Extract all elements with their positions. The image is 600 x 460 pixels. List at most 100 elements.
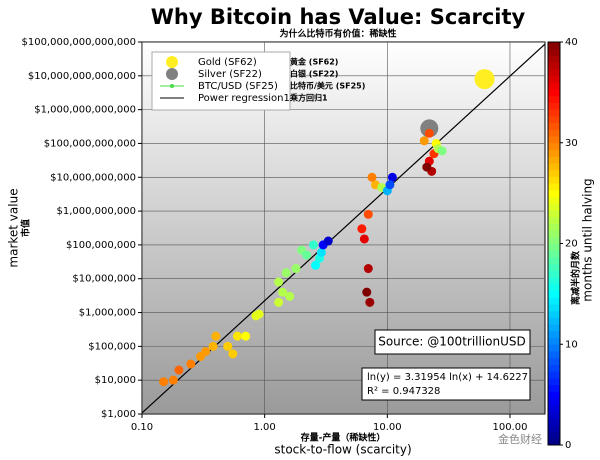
colorbar-segment [548,330,560,339]
legend-marker [170,84,174,88]
colorbar-segment [548,89,560,97]
colorbar-segment [548,82,560,90]
colorbar-segment [548,324,560,332]
colorbar-segment [548,344,560,352]
colorbar-segment [548,384,560,392]
y-axis-label-cn: 市值 [20,219,32,237]
colorbar-segment [548,196,560,204]
colorbar-segment [548,424,560,433]
colorbar-segment [548,162,560,171]
y-tick-label: $1,000 [101,409,136,420]
data-point [359,234,369,244]
legend-label-cn: 乘方回归1 [289,93,328,103]
equation-text: ln(y) = 3.31954 ln(x) + 14.6227 [367,372,528,383]
data-point [363,209,373,219]
y-tick-label: $100,000,000 [66,240,136,251]
data-point [254,309,264,319]
y-tick-label: $100,000 [88,341,136,352]
colorbar-segment [548,68,560,77]
colorbar-segment [548,404,560,412]
colorbar-segment [548,216,560,224]
colorbar-segment [548,297,560,305]
y-tick-label: $1,000,000 [79,308,136,319]
watermark: 金色财经 [498,432,542,446]
colorbar-segment [548,122,560,130]
colorbar-segment [548,142,560,150]
colorbar-tick-label: 20 [565,239,578,250]
colorbar-segment [548,290,560,298]
data-point [323,236,333,246]
data-point [367,172,377,182]
colorbar-label: months until halving [581,178,595,301]
data-point [363,264,373,274]
colorbar-segment [548,418,560,426]
data-point [201,347,211,357]
data-point [186,359,196,369]
data-point [357,224,367,234]
data-point [311,260,321,270]
y-tick-label: $1,000,000,000,000 [34,105,136,116]
colorbar-segment [548,176,560,184]
x-tick-label: 10.00 [373,422,402,433]
data-point [274,277,284,287]
colorbar-segment [548,156,560,164]
colorbar-segment [548,203,560,211]
colorbar-segment [548,75,560,83]
colorbar-segment [548,95,560,103]
data-point [474,69,495,90]
colorbar-segment [548,438,560,446]
data-point [365,297,375,307]
data-point [281,268,291,278]
colorbar-tick-label: 10 [565,339,578,350]
y-tick-label: $100,000,000,000 [44,138,136,149]
colorbar-segment [548,263,560,271]
y-tick-label: $10,000,000,000,000 [28,71,136,82]
colorbar-segment [548,169,560,177]
colorbar-segment [548,243,560,251]
data-point [422,162,432,172]
legend-label: BTC/USD (SF25) [198,81,278,92]
data-point [302,250,312,260]
x-tick-label: 1.00 [254,422,276,433]
colorbar-segment [548,277,560,285]
data-point [174,365,184,375]
colorbar-segment [548,48,560,56]
colorbar-segment [548,129,560,137]
source-text: Source: @100trillionUSD [378,335,526,349]
equation-box [361,367,531,401]
data-point [362,287,372,297]
data-point [159,377,169,387]
colorbar-tick-label: 0 [565,440,571,451]
colorbar-segment [548,303,560,312]
legend-label-cn: 白银 (SF22) [290,69,338,79]
x-tick-label: 100.00 [492,422,527,433]
colorbar-segment [548,364,560,372]
data-point [274,297,284,307]
colorbar-segment [548,411,560,419]
colorbar-segment [548,230,560,238]
legend-label: Gold (SF62) [198,57,257,68]
legend-marker [166,68,178,80]
colorbar-segment [548,236,560,244]
colorbar-segment [548,223,560,231]
chart-title: Why Bitcoin has Value: Scarcity [151,5,526,29]
colorbar-segment [548,250,560,258]
x-axis-label-cn: 存量-产量（稀缺性） [301,432,386,444]
data-point [424,128,434,138]
colorbar-segment [548,317,560,325]
data-point [308,240,318,250]
data-point [232,331,242,341]
colorbar-segment [548,115,560,124]
colorbar-tick-label: 30 [565,138,578,149]
colorbar-segment [548,42,560,50]
colorbar-segment [548,431,560,439]
colorbar-segment [548,149,560,157]
colorbar-tick-label: 40 [565,37,578,48]
y-tick-label: $1,000,000,000 [56,206,136,217]
colorbar-segment [548,55,560,63]
legend-marker [166,56,178,68]
data-point [223,341,233,351]
r-squared-text: R² = 0.947328 [367,386,440,397]
colorbar-segment [548,109,560,117]
